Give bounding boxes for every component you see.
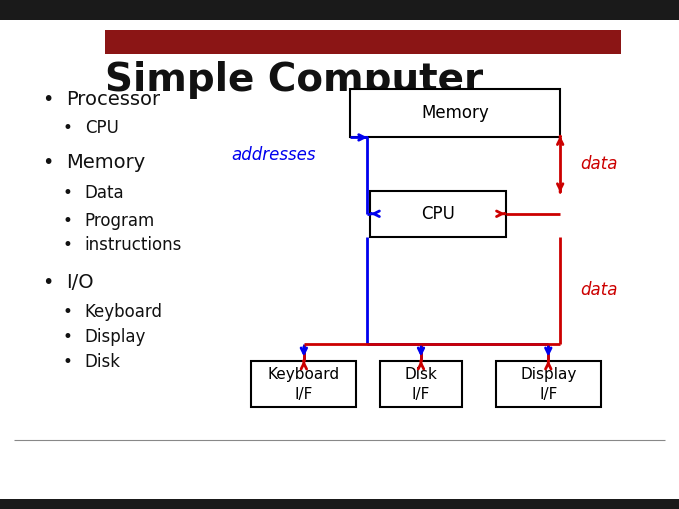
Text: •: • bbox=[42, 153, 53, 173]
FancyBboxPatch shape bbox=[350, 89, 560, 137]
Text: •: • bbox=[42, 90, 53, 109]
Text: •: • bbox=[42, 273, 53, 292]
Text: Memory: Memory bbox=[67, 153, 146, 173]
Text: •: • bbox=[63, 212, 73, 231]
Text: CPU: CPU bbox=[421, 205, 455, 223]
Text: Display
I/F: Display I/F bbox=[520, 367, 576, 402]
FancyBboxPatch shape bbox=[251, 361, 356, 407]
Text: Disk: Disk bbox=[85, 353, 121, 372]
Text: data: data bbox=[581, 155, 618, 173]
Text: •: • bbox=[63, 328, 73, 346]
Text: instructions: instructions bbox=[85, 236, 182, 254]
Text: Simple Computer: Simple Computer bbox=[105, 61, 483, 99]
Text: addresses: addresses bbox=[232, 146, 316, 164]
Text: Data: Data bbox=[85, 184, 124, 203]
Text: Keyboard
I/F: Keyboard I/F bbox=[268, 367, 340, 402]
Text: •: • bbox=[63, 302, 73, 321]
Text: Keyboard: Keyboard bbox=[85, 302, 163, 321]
Text: I/O: I/O bbox=[67, 273, 94, 292]
Text: •: • bbox=[63, 119, 73, 137]
FancyBboxPatch shape bbox=[380, 361, 462, 407]
Text: •: • bbox=[63, 353, 73, 372]
Text: Processor: Processor bbox=[67, 90, 161, 109]
Text: Disk
I/F: Disk I/F bbox=[405, 367, 437, 402]
Text: data: data bbox=[581, 281, 618, 299]
FancyBboxPatch shape bbox=[0, 499, 679, 509]
FancyBboxPatch shape bbox=[0, 0, 679, 20]
Text: Program: Program bbox=[85, 212, 155, 231]
Text: Display: Display bbox=[85, 328, 146, 346]
FancyBboxPatch shape bbox=[496, 361, 601, 407]
Text: Memory: Memory bbox=[421, 104, 489, 122]
FancyBboxPatch shape bbox=[370, 191, 506, 237]
Text: •: • bbox=[63, 184, 73, 203]
Text: •: • bbox=[63, 236, 73, 254]
FancyBboxPatch shape bbox=[105, 30, 621, 54]
Text: CPU: CPU bbox=[85, 119, 119, 137]
